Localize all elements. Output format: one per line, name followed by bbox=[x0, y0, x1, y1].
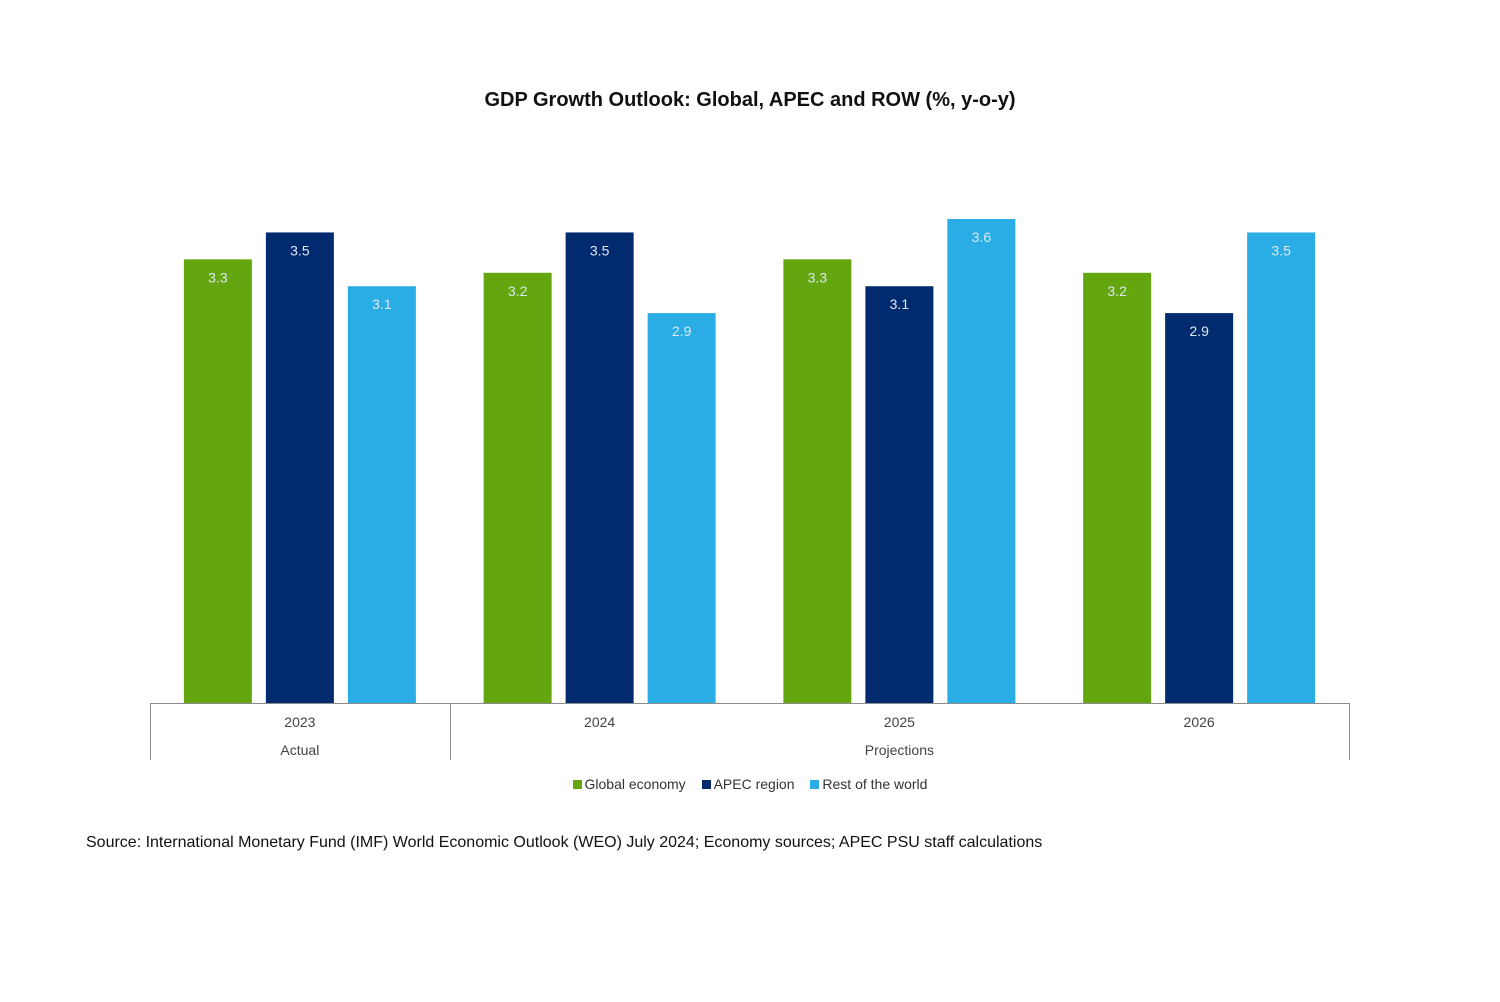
legend-label-rest-of-the-world: Rest of the world bbox=[822, 776, 928, 792]
legend-label-global-economy: Global economy bbox=[584, 776, 686, 792]
legend-item-apec-region: APEC region bbox=[701, 776, 795, 792]
data-label-global-economy-2023: 3.3 bbox=[208, 269, 228, 285]
x-tick-label-2024: 2024 bbox=[584, 714, 615, 730]
bar-global-economy-2024 bbox=[483, 272, 552, 703]
data-label-rest-of-the-world-2023: 3.1 bbox=[372, 296, 392, 312]
x-tick-label-2025: 2025 bbox=[884, 714, 915, 730]
bar-rest-of-the-world-2023 bbox=[347, 286, 416, 703]
x-tick-label-2026: 2026 bbox=[1184, 714, 1215, 730]
source-note: Source: International Monetary Fund (IMF… bbox=[86, 834, 1043, 851]
data-label-apec-region-2026: 2.9 bbox=[1189, 323, 1209, 339]
legend-swatch-rest-of-the-world bbox=[810, 780, 820, 789]
bar-global-economy-2025 bbox=[783, 259, 852, 703]
data-label-rest-of-the-world-2025: 3.6 bbox=[972, 229, 992, 245]
bar-rest-of-the-world-2026 bbox=[1247, 232, 1316, 703]
bar-apec-region-2023 bbox=[265, 232, 334, 703]
x-tick-label-2023: 2023 bbox=[284, 714, 315, 730]
data-label-rest-of-the-world-2024: 2.9 bbox=[672, 323, 692, 339]
data-label-apec-region-2025: 3.1 bbox=[890, 296, 910, 312]
data-label-global-economy-2025: 3.3 bbox=[808, 269, 828, 285]
legend-label-apec-region: APEC region bbox=[713, 776, 795, 792]
legend-swatch-global-economy bbox=[572, 780, 582, 789]
data-label-apec-region-2023: 3.5 bbox=[290, 242, 310, 258]
group-label-actual: Actual bbox=[280, 742, 319, 758]
chart-title: GDP Growth Outlook: Global, APEC and ROW… bbox=[484, 89, 1016, 111]
bars-layer: 3.3 3.5 3.1 3.2 3.5 2.9 3.3 3.1 3.6 3.2 2.9 3.5 bbox=[183, 219, 1316, 703]
data-label-apec-region-2024: 3.5 bbox=[590, 242, 610, 258]
legend-swatch-apec-region bbox=[701, 780, 711, 789]
bar-global-economy-2026 bbox=[1083, 272, 1152, 703]
bar-apec-region-2025 bbox=[865, 286, 934, 703]
bar-rest-of-the-world-2024 bbox=[647, 313, 716, 703]
data-label-rest-of-the-world-2026: 3.5 bbox=[1271, 242, 1291, 258]
bar-global-economy-2023 bbox=[183, 259, 252, 703]
legend: Global economy APEC region Rest of the w… bbox=[0, 776, 1500, 792]
bar-rest-of-the-world-2025 bbox=[947, 219, 1016, 703]
data-label-global-economy-2024: 3.2 bbox=[508, 283, 528, 299]
category-axis: 2023 2024 2025 2026 Actual Projections bbox=[150, 703, 1350, 760]
data-label-global-economy-2026: 3.2 bbox=[1107, 283, 1127, 299]
group-label-projections: Projections bbox=[865, 742, 934, 758]
bar-apec-region-2026 bbox=[1165, 313, 1234, 703]
legend-item-global-economy: Global economy bbox=[572, 776, 686, 792]
legend-item-rest-of-the-world: Rest of the world bbox=[810, 776, 927, 792]
bar-apec-region-2024 bbox=[565, 232, 634, 703]
